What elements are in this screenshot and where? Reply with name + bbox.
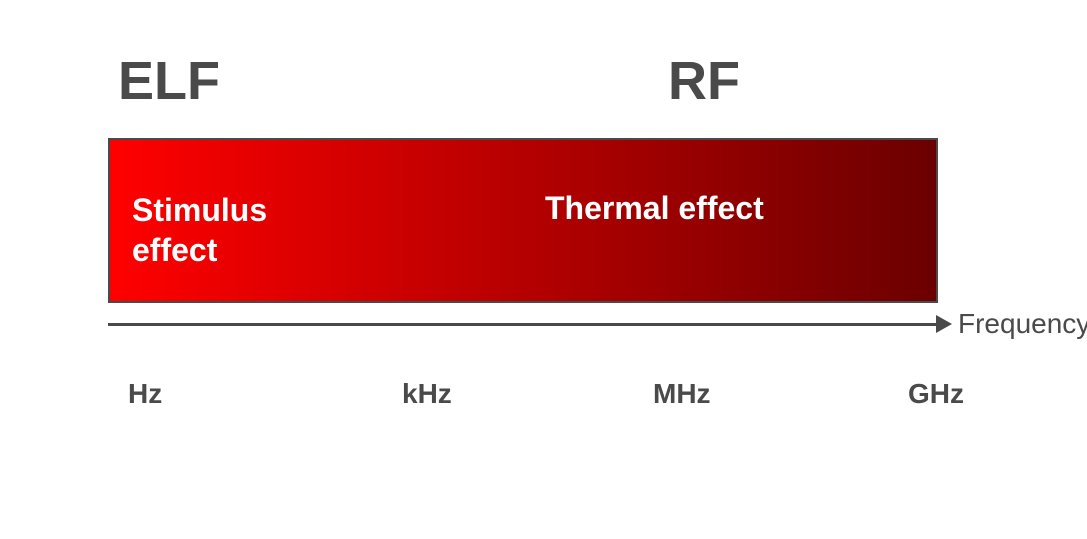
effect-stimulus: Stimuluseffect — [132, 190, 267, 270]
axis-label: Frequency — [958, 308, 1087, 340]
top-labels-row: ELF RF — [108, 50, 988, 110]
tick-ghz: GHz — [908, 378, 964, 410]
spectrum-diagram: ELF RF Stimuluseffect Thermal effect Fre… — [108, 50, 988, 418]
frequency-axis: Frequency — [108, 313, 988, 353]
spectrum-bar: Stimuluseffect Thermal effect — [108, 138, 938, 303]
tick-khz: kHz — [402, 378, 452, 410]
label-elf: ELF — [118, 50, 220, 112]
axis-arrowhead-icon — [936, 315, 952, 333]
axis-ticks: Hz kHz MHz GHz — [108, 378, 988, 418]
tick-hz: Hz — [128, 378, 162, 410]
effect-thermal: Thermal effect — [545, 190, 764, 227]
tick-mhz: MHz — [653, 378, 711, 410]
label-rf: RF — [668, 50, 740, 112]
axis-line — [108, 323, 938, 326]
